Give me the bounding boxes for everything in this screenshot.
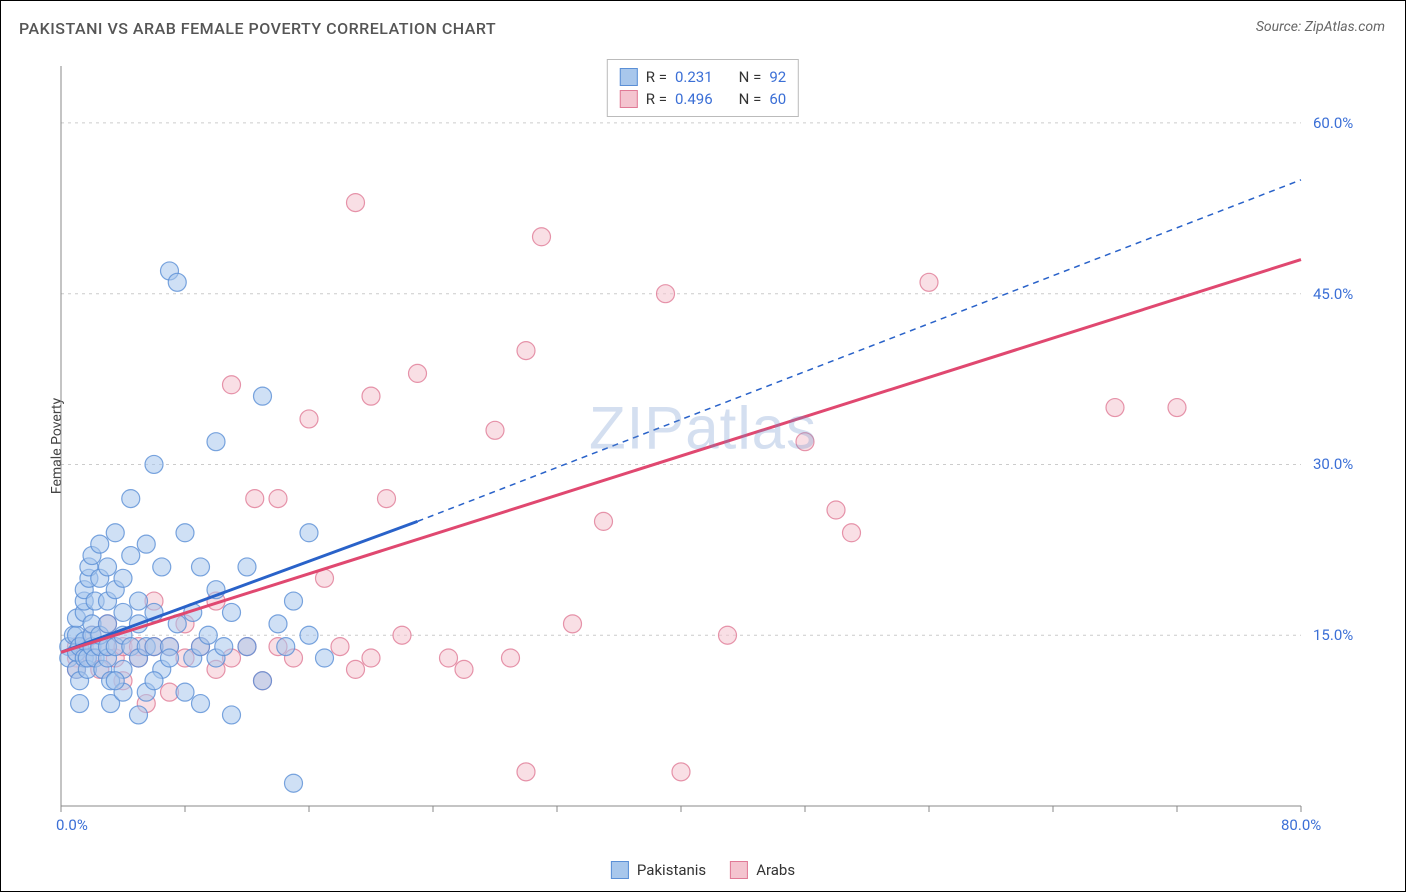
source-attribution: Source: ZipAtlas.com [1256, 19, 1385, 35]
n-label: N = [739, 90, 762, 108]
stats-row-pakistanis: R = 0.231 N = 92 [620, 66, 786, 88]
y-axis-tick-label: 15.0% [1313, 626, 1353, 644]
legend-item-pakistanis: Pakistanis [611, 861, 706, 879]
scatter-plot-svg [51, 56, 1371, 836]
r-label: R = [646, 68, 667, 86]
arabs-swatch-icon [730, 861, 748, 879]
y-axis-tick-label: 30.0% [1313, 455, 1353, 473]
source-name: ZipAtlas.com [1305, 19, 1385, 35]
r-label: R = [646, 90, 667, 108]
n-label: N = [739, 68, 762, 86]
r-value: 0.496 [675, 90, 713, 108]
pakistanis-swatch-icon [611, 861, 629, 879]
n-value: 92 [769, 68, 786, 86]
n-value: 60 [769, 90, 786, 108]
legend-item-arabs: Arabs [730, 861, 795, 879]
series-legend: Pakistanis Arabs [611, 861, 795, 879]
legend-label: Arabs [756, 861, 795, 879]
stats-legend-box: R = 0.231 N = 92 R = 0.496 N = 60 [607, 59, 799, 117]
x-axis-max-label: 80.0% [1281, 816, 1321, 834]
arabs-swatch-icon [620, 90, 638, 108]
x-axis-origin-label: 0.0% [56, 816, 88, 834]
stats-row-arabs: R = 0.496 N = 60 [620, 88, 786, 110]
legend-label: Pakistanis [637, 861, 706, 879]
chart-title: PAKISTANI VS ARAB FEMALE POVERTY CORRELA… [19, 19, 496, 38]
chart-container: PAKISTANI VS ARAB FEMALE POVERTY CORRELA… [0, 0, 1406, 892]
pakistanis-swatch-icon [620, 68, 638, 86]
plot-area [51, 56, 1371, 836]
y-axis-tick-label: 60.0% [1313, 114, 1353, 132]
y-axis-tick-label: 45.0% [1313, 285, 1353, 303]
r-value: 0.231 [675, 68, 713, 86]
source-label: Source: [1256, 19, 1301, 35]
